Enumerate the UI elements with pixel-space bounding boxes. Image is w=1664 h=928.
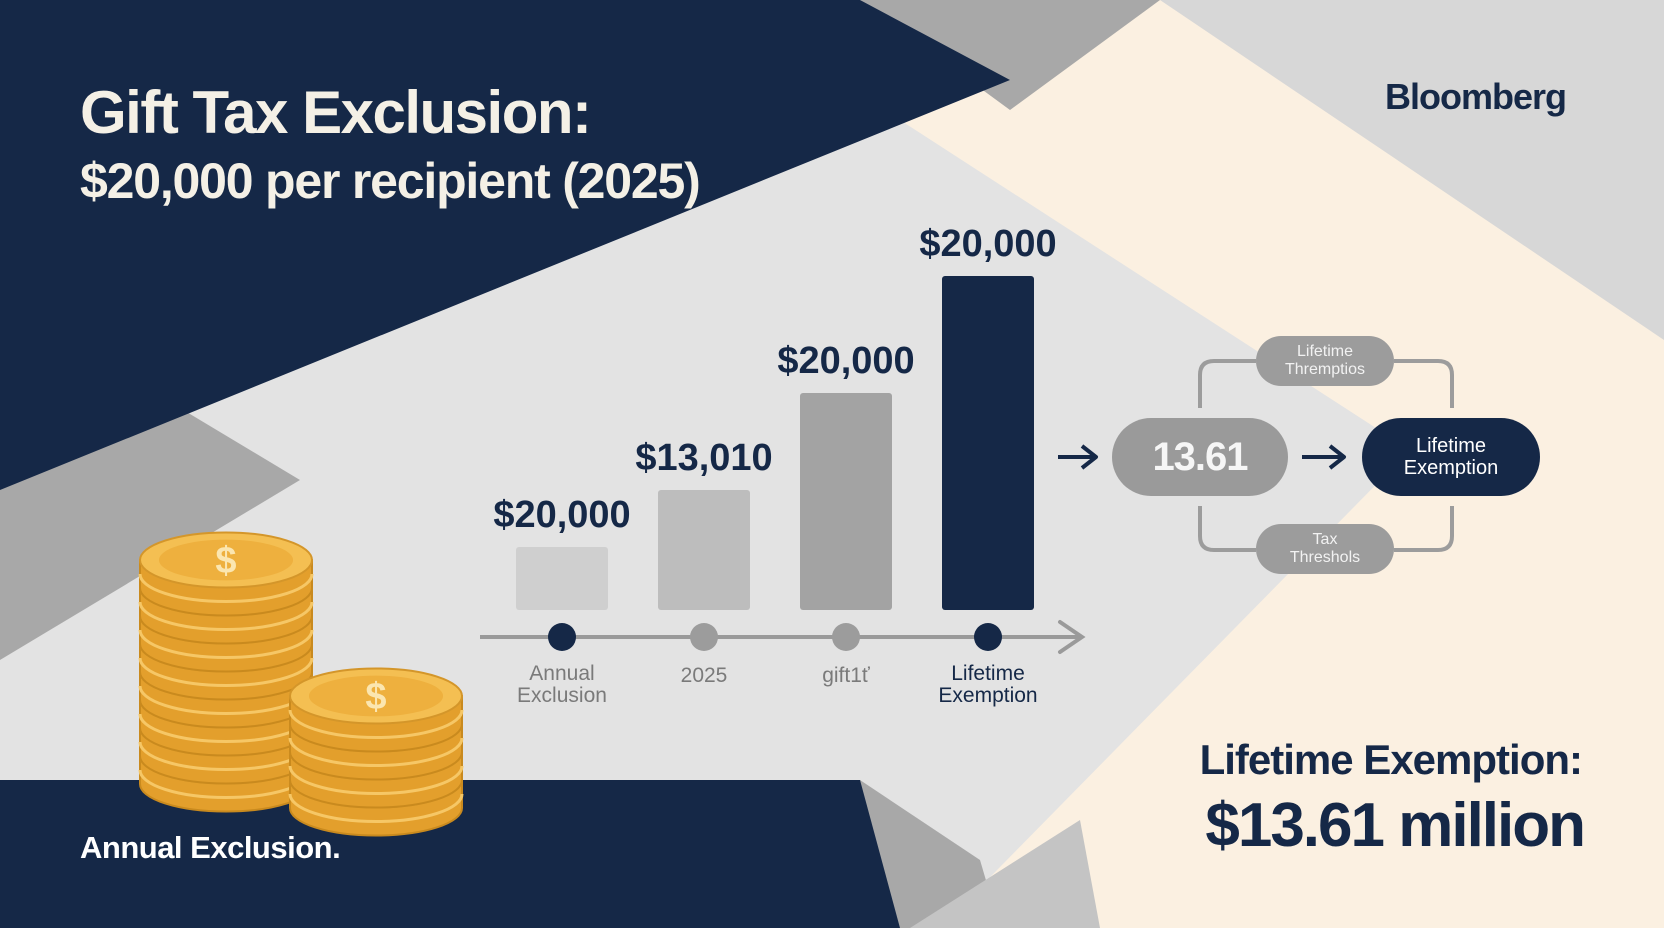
- axis-marker: [832, 623, 860, 651]
- flow-connector-bottom-right: [1394, 506, 1454, 552]
- cream-panel: [900, 0, 1664, 928]
- page-title: Gift Tax Exclusion:: [80, 79, 592, 146]
- gray-corner: [1160, 0, 1664, 340]
- lifetime-threshold-label: Lifetime Thremptios: [1284, 343, 1366, 378]
- navy-top-panel: [0, 0, 1010, 490]
- brand-logo: Bloomberg: [1385, 76, 1567, 117]
- axis-marker: [690, 623, 718, 651]
- flow-connector-top-left: [1198, 359, 1256, 408]
- axis-marker: [974, 623, 1002, 651]
- annual-exclusion-caption: Annual Exclusion.: [80, 830, 341, 865]
- category-tick-label: Lifetime Exemption: [938, 662, 1037, 707]
- lifetime-exemption-label: Lifetime Exemption:: [1199, 736, 1583, 783]
- arrow-right-icon: [1302, 444, 1346, 470]
- axis-marker: [548, 623, 576, 651]
- gray-bottom-strip: [910, 820, 1100, 928]
- lifetime-exemption-node-label: Lifetime Exemption: [1403, 435, 1499, 479]
- bar-value-label: $20,000: [919, 223, 1056, 265]
- lifetime-exemption-node: Lifetime Exemption: [1362, 418, 1540, 496]
- bar-chart: $20,000 Annual Exclusion $13,010 2025 $20,000…: [480, 223, 1086, 707]
- arrow-right-icon: [1058, 444, 1098, 470]
- chart-bar: [942, 276, 1034, 610]
- flow-connector-top-right: [1394, 359, 1454, 408]
- page-subtitle: $20,000 per recipient (2025): [80, 153, 701, 209]
- lifetime-threshold-node: Lifetime Thremptios: [1256, 336, 1394, 386]
- chart-bar: [800, 393, 892, 610]
- chart-bar: [658, 490, 750, 610]
- axis-arrow-icon: [1058, 620, 1086, 654]
- gray-bottom-wedge: [860, 780, 1000, 928]
- chart-bar: [516, 547, 608, 610]
- tax-threshold-node: Tax Threshols: [1256, 524, 1394, 574]
- category-tick-label: 2025: [681, 664, 728, 687]
- exemption-input-node: 13.61: [1112, 418, 1288, 496]
- bar-value-label: $20,000: [493, 494, 630, 536]
- category-tick-label: Annual Exclusion: [517, 662, 607, 707]
- flow-diagram: [1058, 359, 1454, 552]
- bar-value-label: $13,010: [635, 437, 772, 479]
- navy-bottom-panel: [0, 780, 1000, 928]
- bar-value-label: $20,000: [777, 340, 914, 382]
- lifetime-exemption-value: $13.61 million: [1205, 791, 1586, 860]
- gray-wedge: [860, 0, 1160, 110]
- category-tick-label: gift1ť: [822, 664, 871, 687]
- tax-threshold-label: Tax Threshols: [1289, 531, 1361, 566]
- svg-text:$: $: [365, 676, 386, 718]
- flow-connector-bottom-left: [1198, 506, 1256, 552]
- coin-stack-icon: $ $: [138, 531, 464, 837]
- svg-text:$: $: [215, 540, 236, 582]
